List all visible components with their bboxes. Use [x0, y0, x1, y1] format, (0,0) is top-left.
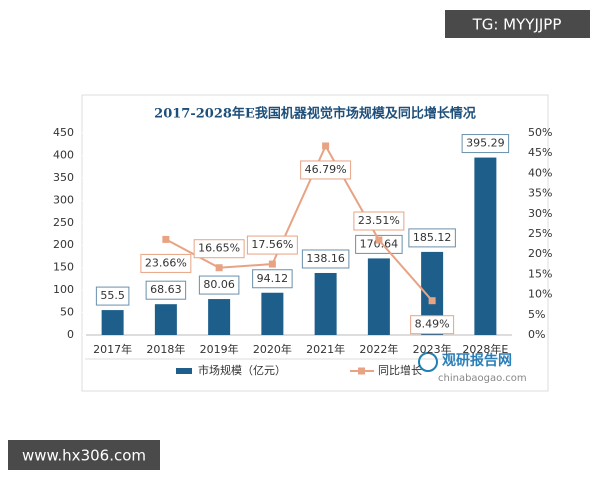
y-tick-label: 150 — [53, 261, 74, 274]
y2-tick-label: 45% — [528, 146, 552, 159]
legend-swatch — [176, 368, 192, 374]
y-tick-label: 400 — [53, 148, 74, 161]
data-label: 55.5 — [100, 289, 125, 302]
y2-tick-label: 10% — [528, 288, 552, 301]
data-label: 16.65% — [198, 242, 240, 255]
legend-label: 市场规模（亿元） — [198, 363, 286, 377]
y2-tick-label: 0% — [528, 328, 545, 341]
watermark-box — [8, 440, 160, 470]
data-label: 185.12 — [413, 231, 452, 244]
logo-icon — [418, 352, 438, 372]
watermark: www.hx306.com — [22, 447, 146, 465]
data-label: 23.66% — [145, 256, 187, 269]
data-label: 138.16 — [306, 252, 345, 265]
bar — [101, 310, 124, 335]
bar — [367, 258, 390, 335]
x-tick-label: 2022年 — [359, 342, 398, 356]
data-label-box — [301, 249, 350, 269]
bar — [261, 292, 284, 335]
data-label-box — [408, 228, 456, 248]
x-tick-label: 2028年E — [462, 342, 508, 356]
point — [215, 264, 223, 272]
data-label: 17.56% — [251, 238, 293, 251]
y-tick-label: 350 — [53, 171, 74, 184]
bar — [154, 304, 177, 335]
data-label-box — [95, 286, 130, 306]
watermark: TG: MYYJJPP — [472, 16, 562, 34]
data-label: 8.49% — [415, 318, 450, 331]
y2-tick-label: 25% — [528, 227, 552, 240]
data-label: 170.64 — [360, 237, 399, 250]
x-tick-label: 2018年 — [146, 342, 185, 356]
point — [428, 297, 436, 305]
y2-tick-label: 35% — [528, 187, 552, 200]
point — [162, 235, 170, 243]
point — [375, 236, 383, 244]
y2-tick-label: 50% — [528, 126, 552, 139]
x-tick-label: 2023年 — [413, 342, 452, 356]
data-label-box — [193, 239, 245, 259]
logo-name: 观研报告网 — [442, 352, 512, 369]
data-label-box — [300, 160, 352, 180]
y2-tick-label: 20% — [528, 247, 552, 260]
data-label: 94.12 — [257, 272, 289, 285]
y-tick-label: 0 — [67, 328, 74, 341]
data-label-box — [198, 275, 240, 295]
x-tick-label: 2017年 — [93, 342, 132, 356]
y2-tick-label: 15% — [528, 267, 552, 280]
data-label: 68.63 — [150, 283, 182, 296]
y-tick-label: 50 — [60, 306, 74, 319]
data-label: 23.51% — [358, 214, 400, 227]
data-label: 80.06 — [203, 278, 235, 291]
logo-url: chinabaogao.com — [438, 373, 527, 384]
point — [322, 142, 330, 150]
legend-label: 同比增长 — [378, 363, 422, 377]
data-label-box — [246, 235, 298, 255]
data-label-box — [140, 253, 192, 273]
bar — [474, 157, 497, 335]
data-label-box — [252, 269, 293, 289]
y2-tick-label: 30% — [528, 207, 552, 220]
data-label-box — [353, 211, 405, 231]
bar — [421, 251, 444, 335]
data-label-box — [410, 315, 455, 335]
point — [268, 260, 276, 268]
x-tick-label: 2021年 — [306, 342, 345, 356]
y-tick-label: 200 — [53, 238, 74, 251]
watermark-box — [445, 10, 590, 38]
chart-title: 2017-2028年E我国机器视觉市场规模及同比增长情况 — [154, 106, 476, 122]
data-label-box — [145, 280, 187, 300]
line — [165, 143, 433, 302]
data-label: 395.29 — [466, 137, 505, 150]
data-label: 46.79% — [305, 163, 347, 176]
y-tick-label: 450 — [53, 126, 74, 139]
y-tick-label: 100 — [53, 283, 74, 296]
data-label-box — [461, 134, 510, 154]
legend-swatch — [358, 367, 365, 375]
bar — [314, 272, 337, 335]
y-tick-label: 250 — [53, 216, 74, 229]
y2-tick-label: 40% — [528, 166, 552, 179]
y-tick-label: 300 — [53, 193, 74, 206]
x-tick-label: 2020年 — [253, 342, 292, 356]
x-tick-label: 2019年 — [200, 342, 239, 356]
data-label-box — [355, 234, 403, 254]
bar — [208, 299, 231, 335]
y2-tick-label: 5% — [528, 308, 545, 321]
